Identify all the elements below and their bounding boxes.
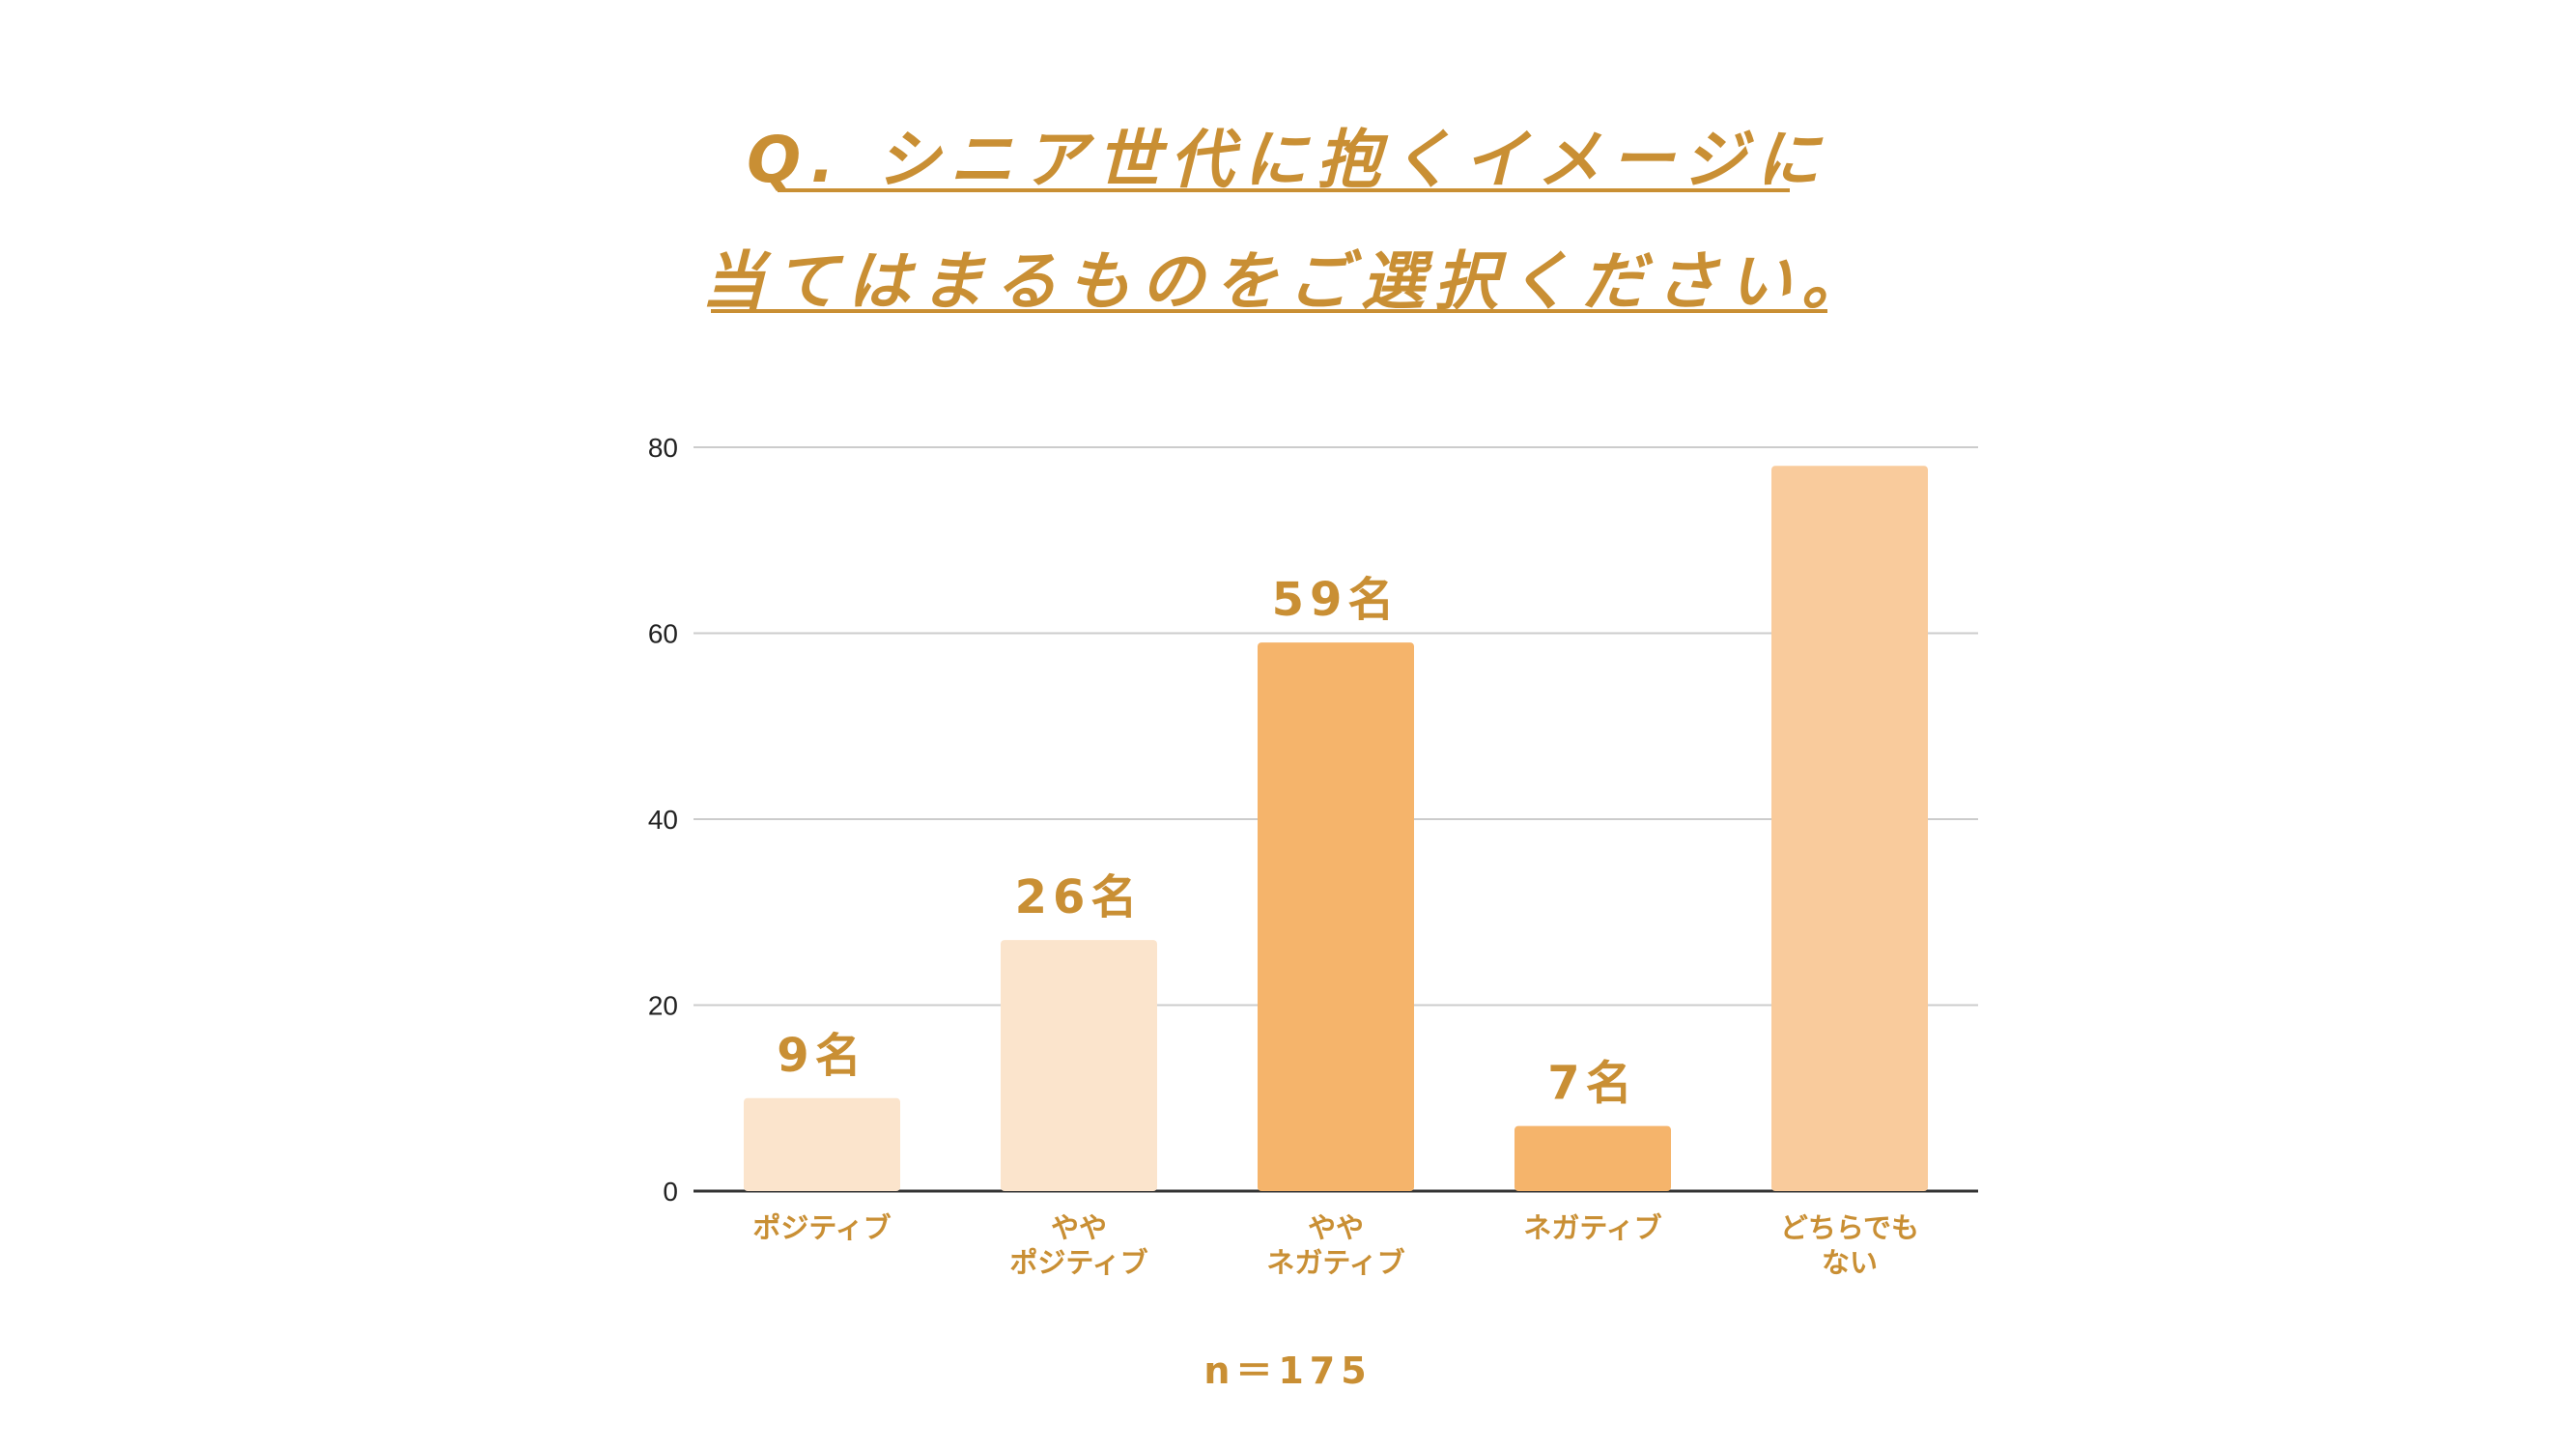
x-tick-label-1-0: やや [1051,1211,1107,1244]
x-tick-label-4-1: ない [1822,1246,1878,1279]
bar-4 [1771,466,1928,1191]
sample-size-note: n＝175 [1203,1350,1373,1392]
x-tick-label-2-0: やや [1308,1211,1364,1244]
x-tick-label-1-1: ポジティブ [1009,1246,1147,1279]
data-label-0: 9名 [777,1029,866,1083]
x-tick-label-3-0: ネガティブ [1523,1211,1661,1244]
x-tick-label-4-0: どちらでも [1780,1211,1919,1244]
y-tick-label-80: 80 [648,433,678,463]
y-tick-label-40: 40 [648,805,678,835]
bar-1 [1001,940,1157,1191]
bar-2 [1258,642,1414,1191]
data-label-3: 7名 [1547,1057,1637,1111]
y-tick-label-60: 60 [648,619,678,649]
y-tick-label-20: 20 [648,991,678,1021]
x-tick-label-0-0: ポジティブ [752,1211,891,1244]
bar-3 [1514,1125,1671,1191]
label-layer: 0204060809名ポジティブ26名ややポジティブ59名ややネガティブ7名ネガ… [648,433,1919,1279]
bar-layer [744,466,1928,1191]
x-tick-label-2-1: ネガティブ [1266,1246,1404,1279]
bar-0 [744,1097,900,1191]
data-label-1: 26名 [1015,870,1144,924]
title-underline-1 [778,188,1790,192]
title-underline-2 [711,309,1827,313]
chart-title-line-2: 当てはまるものをご選択ください。 [701,244,1875,319]
chart-title-line-1: Q. シニア世代に抱くイメージに [747,123,1829,197]
y-tick-label-0: 0 [663,1177,678,1207]
data-label-2: 59名 [1272,573,1401,627]
